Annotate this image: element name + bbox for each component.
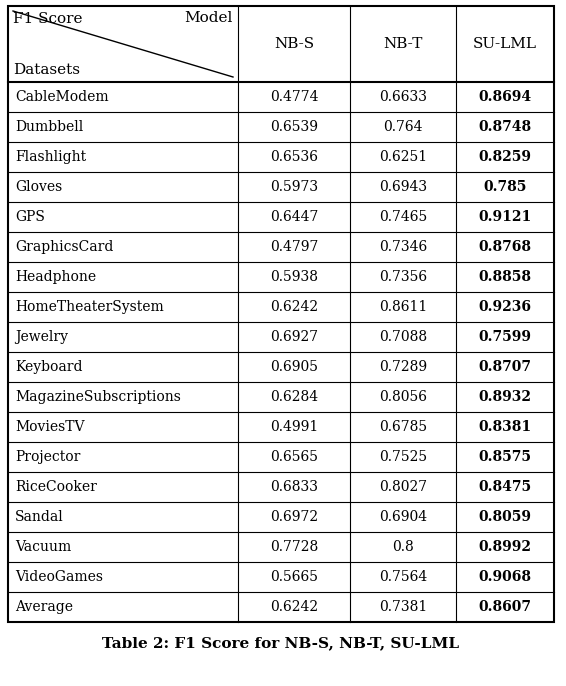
Text: GPS: GPS — [15, 210, 45, 224]
Text: 0.4797: 0.4797 — [270, 240, 318, 254]
Text: 0.8575: 0.8575 — [478, 450, 531, 464]
Text: 0.8059: 0.8059 — [478, 510, 531, 524]
Text: 0.7088: 0.7088 — [379, 330, 427, 344]
Text: 0.8858: 0.8858 — [478, 270, 531, 284]
Text: Model: Model — [185, 11, 233, 25]
Text: 0.5938: 0.5938 — [270, 270, 318, 284]
Text: Table 2: F1 Score for NB-S, NB-T, SU-LML: Table 2: F1 Score for NB-S, NB-T, SU-LML — [102, 636, 460, 650]
Text: 0.6943: 0.6943 — [379, 180, 427, 194]
Text: Keyboard: Keyboard — [15, 360, 83, 374]
Text: Projector: Projector — [15, 450, 80, 464]
Text: 0.6972: 0.6972 — [270, 510, 318, 524]
Text: VideoGames: VideoGames — [15, 570, 103, 584]
Text: 0.8992: 0.8992 — [478, 540, 531, 554]
Text: 0.8768: 0.8768 — [478, 240, 531, 254]
Text: NB-S: NB-S — [274, 37, 314, 51]
Bar — [8, 6, 554, 622]
Text: 0.6785: 0.6785 — [379, 420, 427, 434]
Text: 0.7346: 0.7346 — [379, 240, 427, 254]
Text: 0.7356: 0.7356 — [379, 270, 427, 284]
Text: 0.6905: 0.6905 — [270, 360, 318, 374]
Text: Flashlight: Flashlight — [15, 150, 86, 164]
Text: 0.6904: 0.6904 — [379, 510, 427, 524]
Text: Vacuum: Vacuum — [15, 540, 71, 554]
Text: 0.8056: 0.8056 — [379, 390, 427, 404]
Text: 0.8707: 0.8707 — [478, 360, 531, 374]
Text: 0.6242: 0.6242 — [270, 600, 318, 614]
Text: 0.6251: 0.6251 — [379, 150, 427, 164]
Text: GraphicsCard: GraphicsCard — [15, 240, 113, 254]
Text: RiceCooker: RiceCooker — [15, 480, 97, 494]
Text: 0.7599: 0.7599 — [478, 330, 531, 344]
Text: 0.785: 0.785 — [483, 180, 527, 194]
Text: 0.6927: 0.6927 — [270, 330, 318, 344]
Text: 0.9068: 0.9068 — [478, 570, 531, 584]
Text: Datasets: Datasets — [13, 63, 80, 77]
Text: SU-LML: SU-LML — [473, 37, 537, 51]
Text: 0.5973: 0.5973 — [270, 180, 318, 194]
Text: 0.8694: 0.8694 — [478, 90, 531, 104]
Text: Dumbbell: Dumbbell — [15, 120, 83, 134]
Text: MagazineSubscriptions: MagazineSubscriptions — [15, 390, 181, 404]
Text: F1 Score: F1 Score — [13, 12, 83, 26]
Text: 0.8611: 0.8611 — [379, 300, 427, 314]
Text: MoviesTV: MoviesTV — [15, 420, 84, 434]
Text: Jewelry: Jewelry — [15, 330, 68, 344]
Text: 0.8475: 0.8475 — [478, 480, 531, 494]
Text: HomeTheaterSystem: HomeTheaterSystem — [15, 300, 164, 314]
Text: 0.8748: 0.8748 — [478, 120, 531, 134]
Text: 0.7465: 0.7465 — [379, 210, 427, 224]
Text: 0.8027: 0.8027 — [379, 480, 427, 494]
Text: 0.6447: 0.6447 — [270, 210, 318, 224]
Text: 0.7728: 0.7728 — [270, 540, 318, 554]
Text: 0.5665: 0.5665 — [270, 570, 318, 584]
Text: CableModem: CableModem — [15, 90, 109, 104]
Text: 0.6242: 0.6242 — [270, 300, 318, 314]
Text: 0.6539: 0.6539 — [270, 120, 318, 134]
Text: 0.6633: 0.6633 — [379, 90, 427, 104]
Text: 0.7381: 0.7381 — [379, 600, 427, 614]
Text: Sandal: Sandal — [15, 510, 64, 524]
Text: Gloves: Gloves — [15, 180, 62, 194]
Text: 0.8259: 0.8259 — [478, 150, 531, 164]
Text: 0.4991: 0.4991 — [270, 420, 318, 434]
Text: 0.8607: 0.8607 — [478, 600, 531, 614]
Text: 0.8381: 0.8381 — [478, 420, 531, 434]
Text: 0.6284: 0.6284 — [270, 390, 318, 404]
Text: Average: Average — [15, 600, 73, 614]
Text: Headphone: Headphone — [15, 270, 96, 284]
Text: 0.8: 0.8 — [392, 540, 414, 554]
Text: NB-T: NB-T — [383, 37, 423, 51]
Text: 0.9121: 0.9121 — [478, 210, 531, 224]
Text: 0.6833: 0.6833 — [270, 480, 318, 494]
Text: 0.6536: 0.6536 — [270, 150, 318, 164]
Text: 0.764: 0.764 — [383, 120, 423, 134]
Text: 0.9236: 0.9236 — [478, 300, 531, 314]
Text: 0.4774: 0.4774 — [270, 90, 318, 104]
Text: 0.8932: 0.8932 — [478, 390, 531, 404]
Text: 0.7564: 0.7564 — [379, 570, 427, 584]
Text: 0.7525: 0.7525 — [379, 450, 427, 464]
Text: 0.6565: 0.6565 — [270, 450, 318, 464]
Text: 0.7289: 0.7289 — [379, 360, 427, 374]
